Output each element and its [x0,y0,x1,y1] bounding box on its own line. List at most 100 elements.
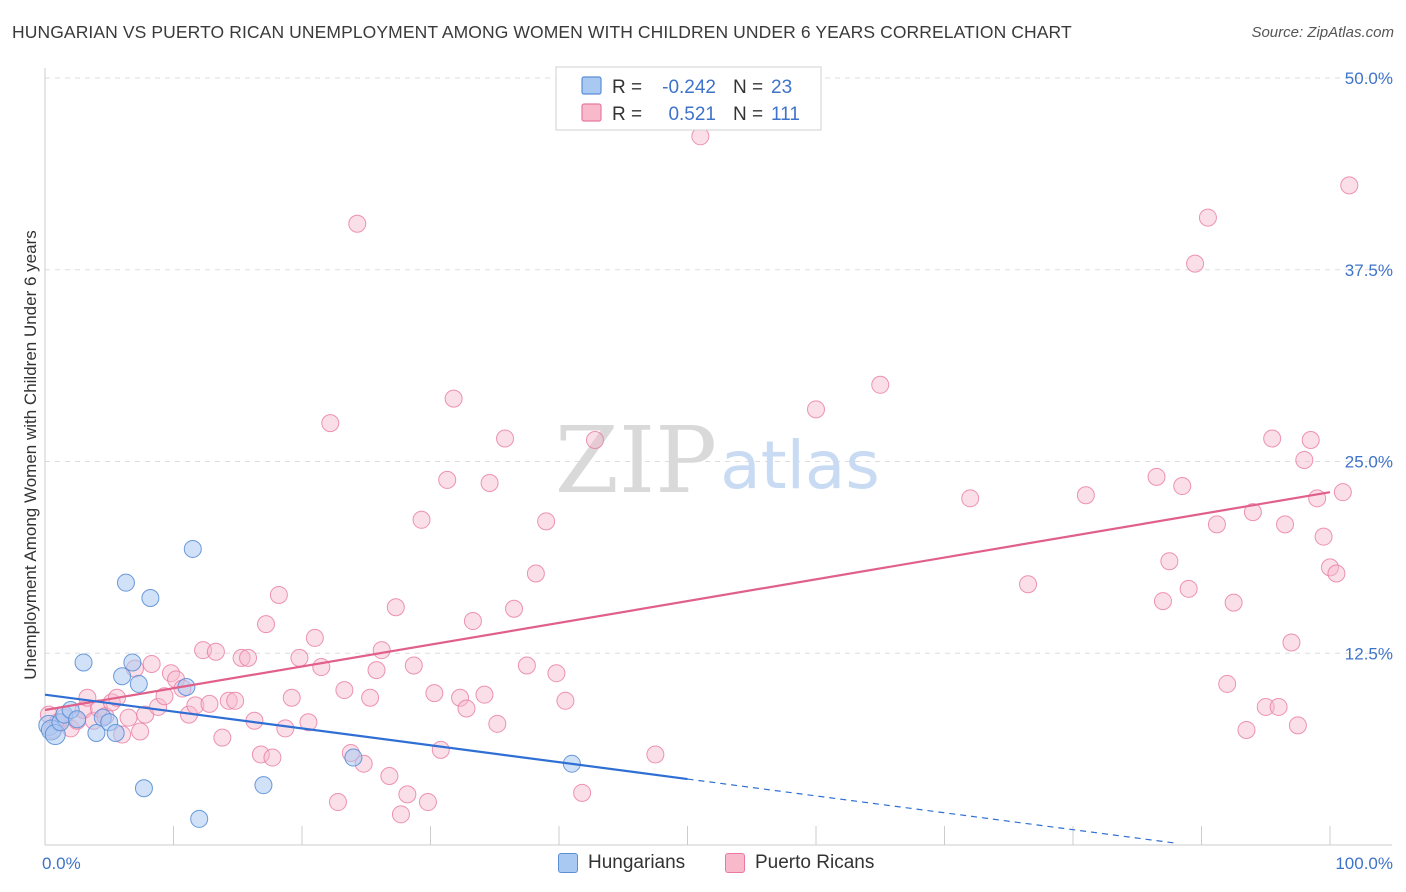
hungarian-point [113,667,132,686]
y-tick-label: 12.5% [1345,644,1393,663]
puerto-rican-point [348,214,367,233]
puerto-rican-point [547,664,566,683]
puerto-rican-point [1314,527,1333,546]
legend-swatch-hungarians-bottom [558,853,578,873]
puerto-rican-point [206,642,225,661]
y-tick-label: 37.5% [1345,261,1393,280]
hungarian-point [74,653,93,672]
gridlines [45,77,1392,654]
puerto-rican-point [367,661,386,680]
puerto-rican-point [372,641,391,660]
puerto-rican-point [328,793,347,812]
hungarian-point [141,589,160,608]
puerto-rican-point [155,687,174,706]
puerto-rican-point [444,389,463,408]
y-axis-label: Unemployment Among Women with Children U… [21,230,40,679]
puerto-rican-point [488,714,507,733]
puerto-rican-point [391,805,410,824]
legend-swatch-hungarians [581,76,602,95]
hungarian-point [87,724,106,743]
puerto-rican-point [1256,697,1275,716]
puerto-rican-point [1173,477,1192,496]
puerto-rican-point [1147,467,1166,486]
puerto-rican-point [119,708,138,727]
legend-n-value-2: 111 [771,104,800,125]
x-tick-label: 0.0% [42,854,81,873]
hungarian-trend-extension [687,778,1176,844]
puerto-rican-point [418,793,437,812]
puerto-rican-point [871,375,890,394]
legend-bottom: Hungarians Puerto Ricans [0,852,1406,878]
hungarian-point [190,809,209,828]
puerto-rican-point [1288,716,1307,735]
puerto-rican-point [1269,697,1288,716]
puerto-rican-point [257,615,276,634]
puerto-rican-point [1186,254,1205,273]
puerto-rican-point [1179,579,1198,598]
puerto-rican-point [457,699,476,718]
hungarian-point [116,573,135,592]
puerto-rican-point [646,745,665,764]
x-tick-label: 100.0% [1335,854,1393,873]
legend-item-puerto-ricans[interactable]: Puerto Ricans [725,852,874,874]
trend-lines [44,491,1331,844]
x-tick-labels: 0.0% 100.0% [42,854,1393,873]
puerto-rican-point [496,429,515,448]
chart-title: HUNGARIAN VS PUERTO RICAN UNEMPLOYMENT A… [12,22,1072,42]
puerto-rican-point [386,598,405,617]
puerto-rican-point [335,681,354,700]
hungarian-point [68,710,87,729]
puerto-rican-point [1224,593,1243,612]
puerto-rican-point [380,766,399,785]
puerto-rican-point [398,785,417,804]
watermark: ZIP atlas [555,407,880,514]
hungarian-trend-line [44,693,688,781]
puerto-rican-point [1153,592,1172,611]
puerto-rican-point [321,414,340,433]
hungarian-point [134,779,153,798]
puerto-rican-point [1263,429,1282,448]
puerto-rican-point [269,585,288,604]
watermark-zip: ZIP [555,407,717,514]
puerto-rican-point [556,691,575,710]
puerto-rican-point [200,694,219,713]
hungarian-point [123,653,142,672]
puerto-rican-point [131,722,150,741]
puerto-rican-point [305,628,324,647]
puerto-rican-point [1276,515,1295,534]
puerto-rican-point [526,564,545,583]
puerto-rican-point [585,431,604,450]
puerto-rican-point [142,654,161,673]
puerto-rican-point [1207,515,1226,534]
legend-r-label-1: R = [612,77,642,98]
puerto-rican-point [404,656,423,675]
y-tick-label: 25.0% [1345,453,1393,472]
puerto-rican-point [1327,564,1346,583]
puerto-rican-point [282,688,301,707]
puerto-rican-point [290,648,309,667]
puerto-rican-point [451,688,470,707]
puerto-rican-point [219,691,238,710]
puerto-rican-point [1160,552,1179,571]
legend-r-label-2: R = [612,104,642,125]
puerto-rican-point [232,648,251,667]
legend-swatch-puerto-ricans-bottom [725,853,745,873]
puerto-rican-point [480,473,499,492]
y-tick-labels: 12.5% 25.0% 37.5% 50.0% [1345,69,1393,663]
watermark-atlas: atlas [720,427,880,504]
puerto-rican-point [1218,674,1237,693]
puerto-rican-point [463,612,482,631]
puerto-rican-point [505,599,524,618]
puerto-rican-point [425,684,444,703]
legend-swatch-puerto-ricans [581,103,602,122]
legend-item-hungarians[interactable]: Hungarians [558,852,685,874]
legend-top: R = -0.242 N = 23 R = 0.521 N = 111 [555,66,822,131]
puerto-rican-point [1198,208,1217,227]
puerto-rican-point [1333,483,1352,502]
puerto-rican-point [807,400,825,419]
puerto-rican-point [1237,720,1256,739]
puerto-rican-point [226,691,245,710]
puerto-rican-point [1295,450,1314,469]
puerto-rican-point [194,641,213,660]
puerto-rican-point [1243,503,1262,522]
